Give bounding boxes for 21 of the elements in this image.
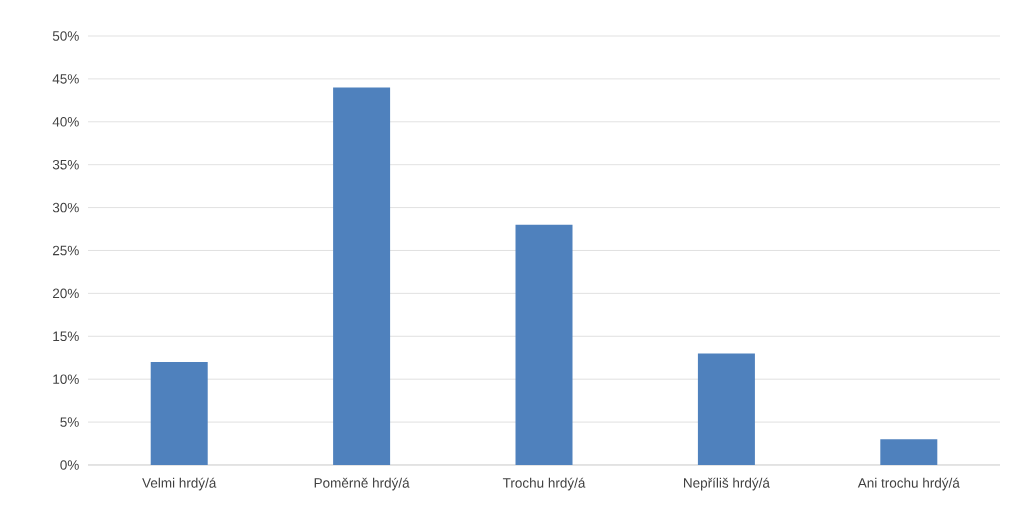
bar	[515, 224, 573, 465]
x-tick-label: Trochu hrdý/á	[502, 477, 586, 491]
bar	[150, 362, 208, 465]
y-tick-label: 0%	[60, 460, 79, 470]
y-tick-label: 25%	[52, 245, 79, 256]
y-tick-label: 35%	[52, 159, 79, 170]
y-tick-label: 50%	[52, 31, 79, 41]
y-tick-label: 15%	[53, 331, 79, 342]
x-tick-label: Velmi hrdý/á	[142, 477, 217, 491]
y-tick-label: 5%	[60, 417, 79, 427]
bar	[880, 439, 938, 465]
bar	[697, 353, 755, 465]
bar	[333, 87, 391, 465]
x-tick-label: Nepříliš hrdý/á	[684, 477, 770, 491]
y-tick-label: 40%	[52, 117, 79, 127]
y-tick-label: 10%	[53, 374, 79, 384]
y-tick-label: 30%	[52, 202, 79, 213]
x-tick-label: Ani trochu hrdý/á	[857, 477, 960, 491]
x-tick-label: Poměrně hrdý/á	[314, 477, 410, 491]
y-tick-label: 45%	[52, 74, 79, 84]
y-tick-label: 20%	[52, 288, 79, 299]
